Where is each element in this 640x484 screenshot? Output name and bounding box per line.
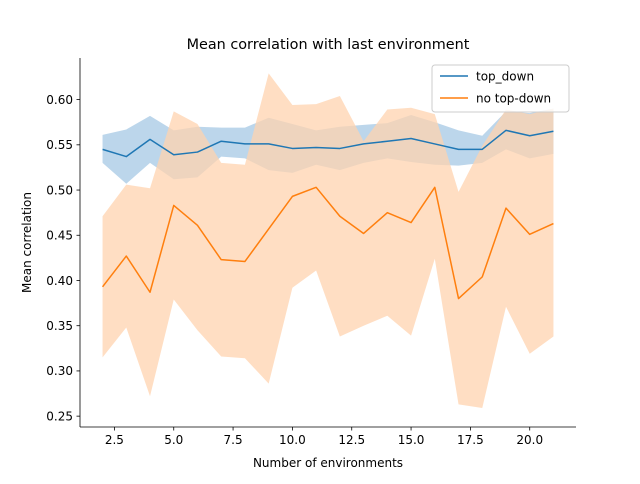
y-tick-label: 0.25 bbox=[46, 409, 73, 423]
y-tick-label: 0.45 bbox=[46, 229, 73, 243]
y-tick-label: 0.40 bbox=[46, 274, 73, 288]
x-tick-label: 10.0 bbox=[279, 433, 306, 447]
x-tick-label: 17.5 bbox=[457, 433, 484, 447]
legend: top_down no top-down bbox=[431, 64, 570, 113]
chart-title: Mean correlation with last environment bbox=[187, 37, 470, 53]
y-tick-label: 0.50 bbox=[46, 183, 73, 197]
legend-label-no-top-down: no top-down bbox=[476, 92, 551, 106]
y-tick-label: 0.30 bbox=[46, 364, 73, 378]
band-no-top-down bbox=[102, 73, 554, 409]
line-top-down bbox=[102, 129, 554, 158]
x-ticks: 2.5 5.0 7.5 10.0 12.5 15.0 17.5 20.0 bbox=[105, 427, 543, 447]
y-tick-label: 0.55 bbox=[46, 138, 73, 152]
x-tick-label: 2.5 bbox=[105, 433, 124, 447]
axes bbox=[79, 58, 576, 428]
legend-label-top-down: top_down bbox=[476, 70, 534, 84]
series-lines bbox=[101, 129, 554, 300]
y-tick-label: 0.60 bbox=[46, 93, 73, 107]
x-axis-label: Number of environments bbox=[253, 456, 403, 470]
x-tick-label: 5.0 bbox=[164, 433, 183, 447]
y-axis-label: Mean correlation bbox=[20, 192, 34, 293]
x-tick-label: 7.5 bbox=[224, 433, 243, 447]
x-tick-label: 12.5 bbox=[338, 433, 365, 447]
x-tick-label: 15.0 bbox=[398, 433, 425, 447]
confidence-bands bbox=[102, 73, 554, 409]
x-tick-label: 20.0 bbox=[516, 433, 543, 447]
line-no-top-down bbox=[101, 186, 554, 300]
y-tick-label: 0.35 bbox=[46, 319, 73, 333]
y-ticks: 0.25 0.30 0.35 0.40 0.45 0.50 0.55 0.60 bbox=[46, 93, 80, 423]
